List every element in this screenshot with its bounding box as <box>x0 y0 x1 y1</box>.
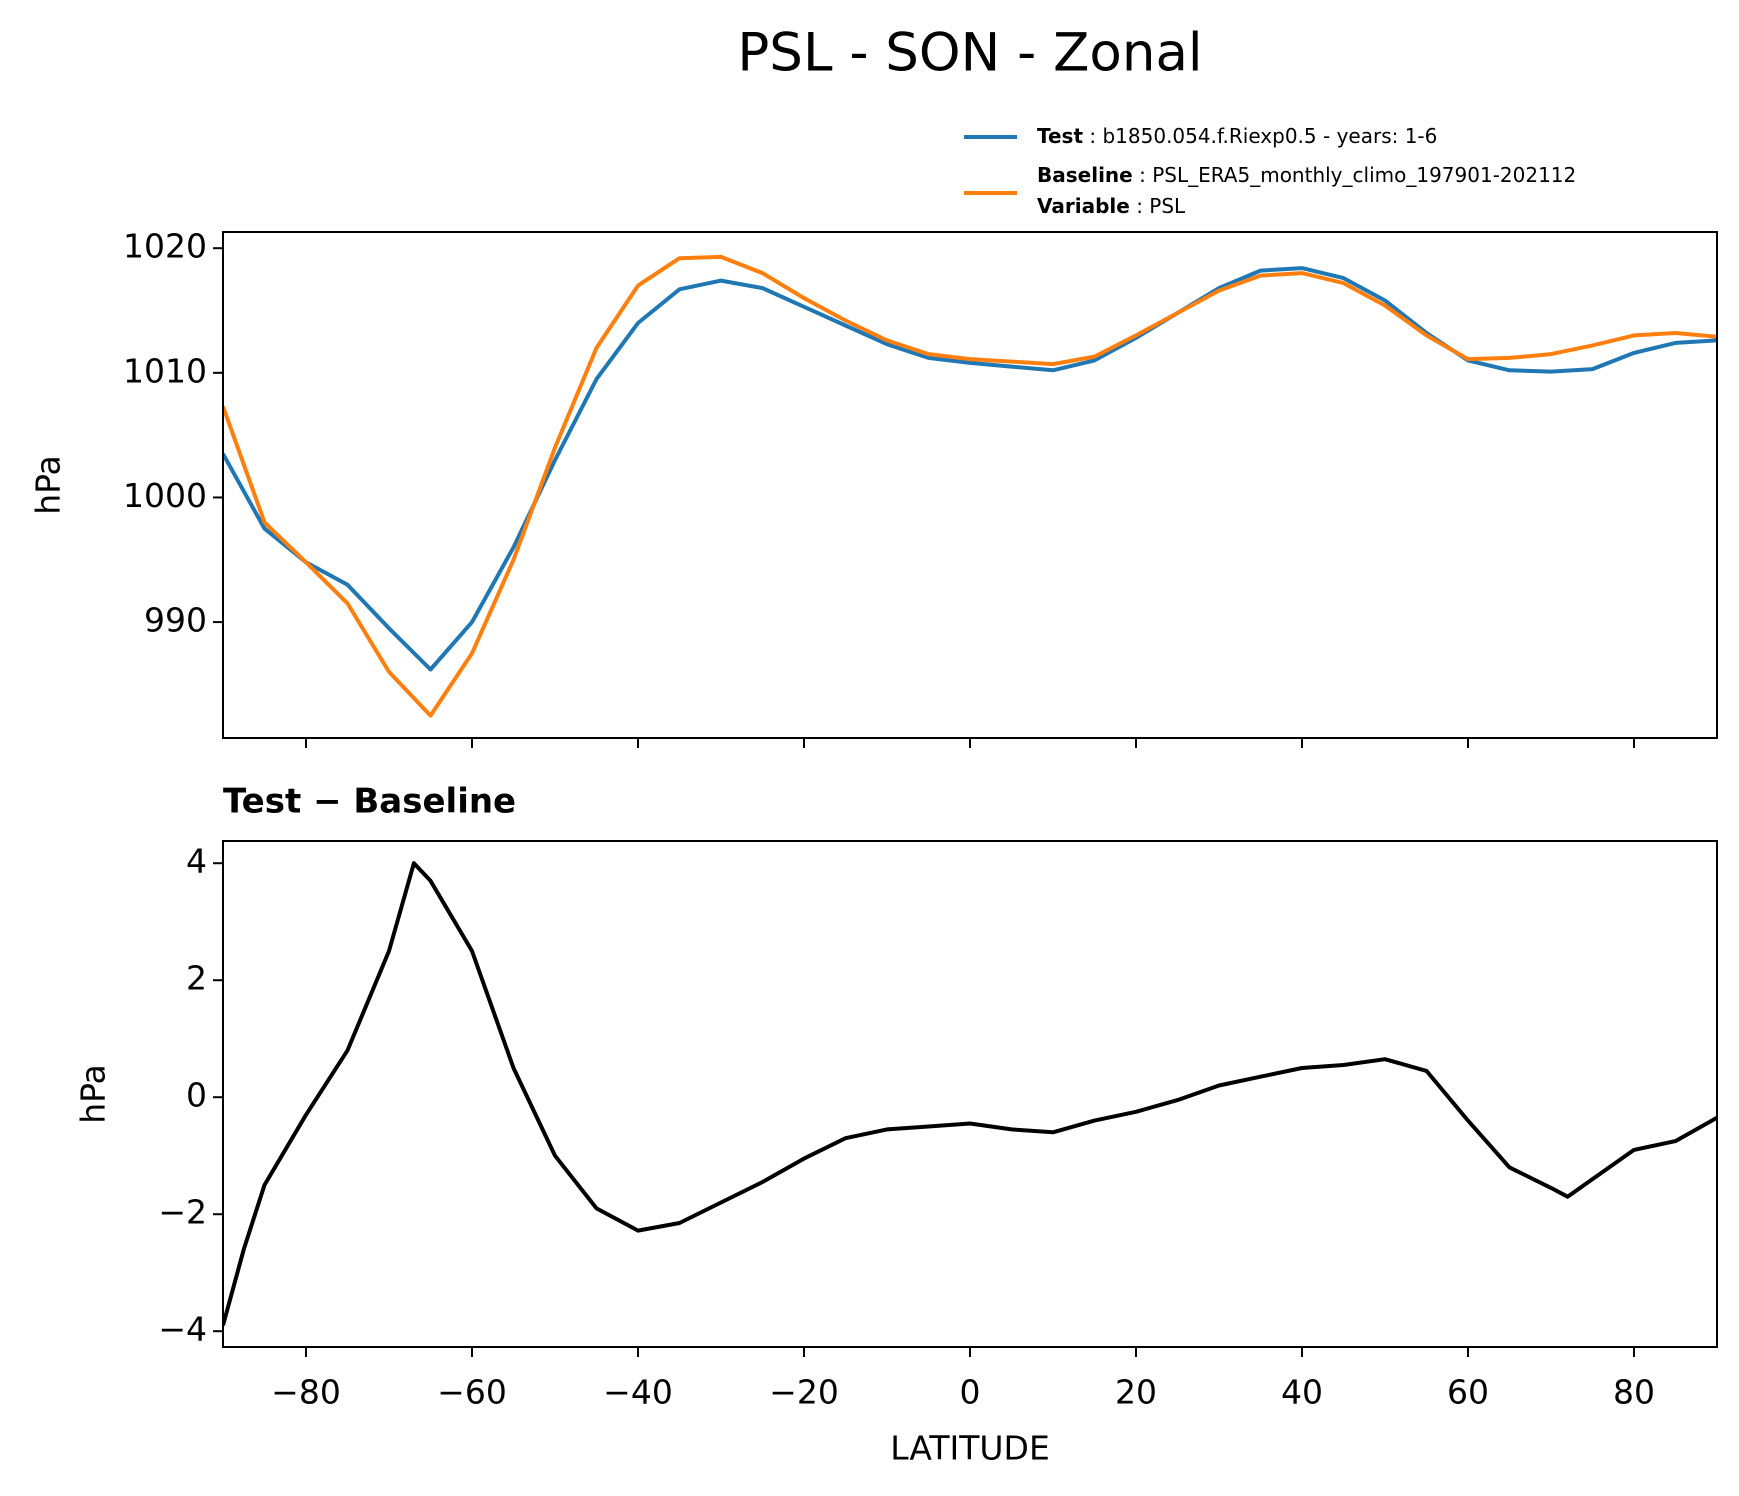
x-tick-label: −60 <box>437 1373 507 1412</box>
y-tick-label: −4 <box>158 1310 207 1349</box>
y-tick-label: 2 <box>186 959 207 998</box>
x-axis-label: LATITUDE <box>890 1429 1050 1468</box>
x-tick-label: 20 <box>1115 1373 1157 1412</box>
x-tick-label: −80 <box>271 1373 341 1412</box>
y-tick-label: 990 <box>144 601 207 640</box>
y-axis-label: hPa <box>74 1064 113 1124</box>
x-tick-label: −20 <box>769 1373 839 1412</box>
x-tick-label: 60 <box>1447 1373 1489 1412</box>
y-tick-label: 4 <box>186 842 207 881</box>
plot-frame <box>222 231 1718 739</box>
y-tick-label: 1020 <box>123 227 207 266</box>
y-axis-label: hPa <box>29 455 68 515</box>
legend-entry: Variable : PSL <box>1037 194 1186 218</box>
y-tick-label: 0 <box>186 1076 207 1115</box>
legend-entry: Baseline : PSL_ERA5_monthly_climo_197901… <box>1037 163 1576 187</box>
plot-frame <box>222 840 1718 1348</box>
legend-entry: Test : b1850.054.f.Riexp0.5 - years: 1-6 <box>1037 124 1437 148</box>
subplot-title: Test − Baseline <box>223 782 516 822</box>
x-tick-label: 40 <box>1281 1373 1323 1412</box>
y-tick-label: −2 <box>158 1193 207 1232</box>
chart-title: PSL - SON - Zonal <box>737 23 1202 84</box>
x-tick-label: 80 <box>1613 1373 1655 1412</box>
x-tick-label: 0 <box>960 1373 981 1412</box>
series-line <box>223 266 1717 672</box>
series-line <box>223 861 1717 1326</box>
x-tick-label: −40 <box>603 1373 673 1412</box>
series-line <box>223 254 1717 718</box>
y-tick-label: 1000 <box>123 476 207 515</box>
y-tick-label: 1010 <box>123 351 207 390</box>
